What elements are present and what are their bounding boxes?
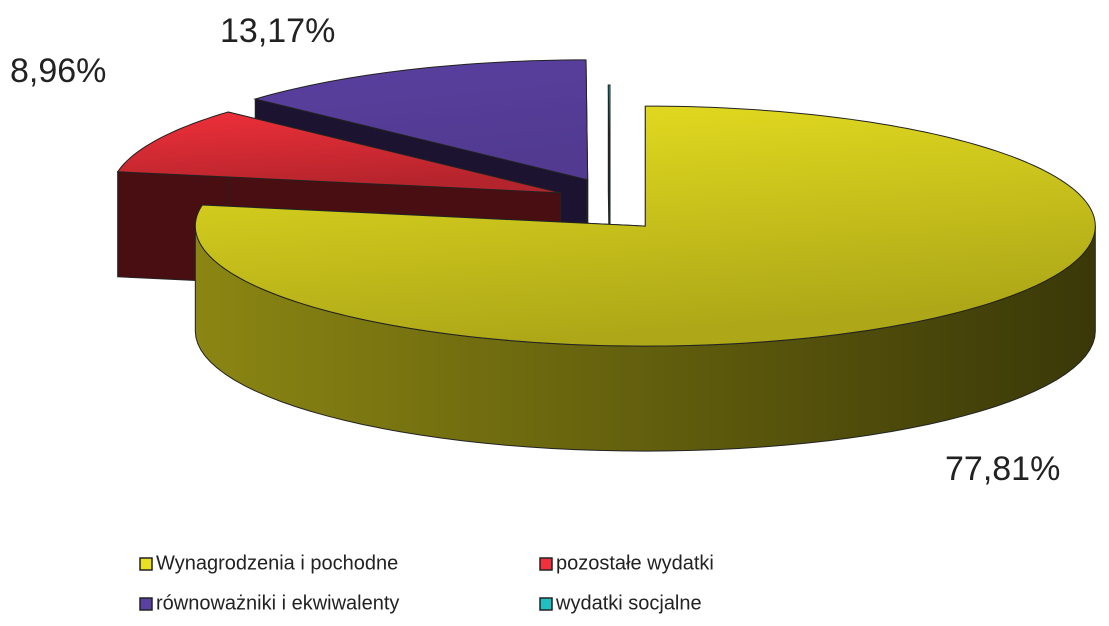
legend-label: Wynagrodzenia i pochodne	[156, 552, 398, 574]
legend-label: pozostałe wydatki	[556, 552, 714, 574]
slice-top	[116, 111, 561, 194]
slice	[194, 105, 1096, 452]
value-label: 77,81%	[945, 450, 1060, 488]
legend-swatch	[139, 557, 153, 571]
legend-label: wydatki socjalne	[555, 592, 702, 614]
value-label: 13,17%	[220, 12, 335, 50]
legend-label: równoważniki i ekwiwalenty	[156, 592, 399, 614]
legend-swatch	[539, 557, 553, 571]
slice-top	[194, 105, 1096, 347]
legend-swatch	[139, 597, 153, 611]
value-label: 8,96%	[10, 52, 106, 90]
slice-top	[607, 84, 611, 206]
slice-top	[253, 59, 589, 181]
legend-swatch	[539, 597, 553, 611]
